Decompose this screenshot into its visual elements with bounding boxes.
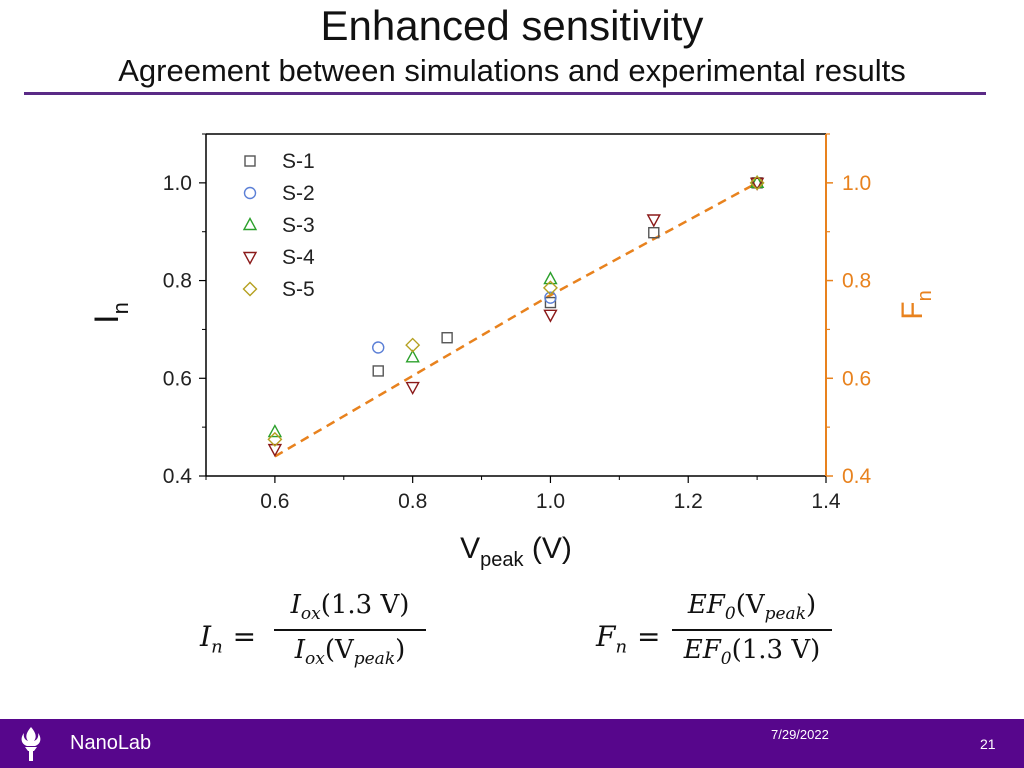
y2-axis-label: Fn bbox=[896, 290, 936, 319]
data-point-s-5 bbox=[405, 337, 421, 353]
legend-label-s-1: S-1 bbox=[282, 150, 315, 173]
y-tick-label: 0.8 bbox=[163, 270, 192, 293]
slide-title: Enhanced sensitivity bbox=[320, 2, 704, 49]
slide-subtitle: Agreement between simulations and experi… bbox=[118, 53, 906, 88]
fn-num-var: EF bbox=[687, 590, 725, 620]
fn-equation-lhs: Fn = bbox=[596, 620, 661, 658]
torch-logo-icon bbox=[21, 727, 41, 761]
data-point-s-3 bbox=[543, 271, 558, 285]
footer-date: 7/29/2022 bbox=[771, 727, 829, 742]
legend-label-s-3: S-3 bbox=[282, 214, 315, 237]
fn-denominator: EF0(1.3 V) bbox=[672, 637, 832, 668]
in-den-arg-sub: peak bbox=[353, 648, 396, 669]
x-tick-label: 0.6 bbox=[260, 490, 289, 513]
data-point-s-4 bbox=[543, 309, 558, 323]
y2-tick-label: 0.8 bbox=[842, 270, 871, 293]
in-equals: = bbox=[232, 620, 257, 653]
data-point-s-3 bbox=[405, 349, 420, 363]
y-tick-label: 1.0 bbox=[163, 172, 192, 195]
fn-equation: Fn = EF0(Vpeak) EF0(1.3 V) bbox=[596, 592, 846, 692]
legend-label-s-4: S-4 bbox=[282, 246, 315, 269]
in-fraction-bar bbox=[274, 629, 426, 631]
y-tick-label: 0.6 bbox=[163, 367, 192, 390]
x-tick-label: 0.8 bbox=[398, 490, 427, 513]
in-lhs-sub: n bbox=[211, 636, 223, 658]
fn-num-arg-open: (V bbox=[735, 590, 765, 620]
footer-brand: NanoLab bbox=[70, 732, 152, 754]
y2-tick-label: 0.4 bbox=[842, 465, 872, 488]
fn-den-sub: 0 bbox=[720, 648, 732, 669]
y2-tick-label: 0.6 bbox=[842, 367, 871, 390]
data-point-s-3 bbox=[749, 174, 765, 189]
data-point-s-2 bbox=[372, 341, 385, 354]
fn-numerator: EF0(Vpeak) bbox=[672, 592, 832, 623]
x-axis-label: Vpeak (V) bbox=[460, 532, 572, 571]
legend-label-s-5: S-5 bbox=[282, 278, 315, 301]
data-point-s-4 bbox=[646, 214, 661, 228]
in-equation: In = Iox(1.3 V) Iox(Vpeak) bbox=[200, 592, 440, 692]
data-point-s-4 bbox=[267, 443, 283, 458]
y2-tick-label: 1.0 bbox=[842, 172, 871, 195]
fn-fraction: EF0(Vpeak) EF0(1.3 V) bbox=[672, 592, 832, 668]
y-axis-label: In bbox=[88, 302, 133, 324]
in-lhs-var: I bbox=[200, 620, 212, 653]
legend-marker-s-4 bbox=[242, 251, 258, 265]
legend-label-s-2: S-2 bbox=[282, 182, 315, 205]
fn-num-arg-close: ) bbox=[806, 590, 817, 620]
in-num-sub: ox bbox=[300, 604, 321, 625]
data-point-s-3 bbox=[267, 424, 283, 438]
legend-marker-s-1 bbox=[244, 155, 256, 167]
page-number: 21 bbox=[980, 736, 996, 752]
data-point-s-4 bbox=[405, 381, 420, 396]
data-point-s-1 bbox=[648, 226, 660, 239]
in-denominator: Iox(Vpeak) bbox=[274, 637, 426, 668]
data-point-s-5 bbox=[542, 280, 558, 296]
data-point-s-1 bbox=[544, 296, 557, 309]
x-tick-label: 1.4 bbox=[811, 490, 841, 513]
fn-num-arg-sub: peak bbox=[764, 604, 806, 625]
fn-den-var: EF bbox=[683, 634, 721, 665]
legend-marker-s-2 bbox=[243, 186, 257, 200]
fit-line bbox=[274, 181, 758, 458]
data-point-s-4 bbox=[749, 177, 765, 191]
fn-lhs-var: F bbox=[596, 620, 616, 653]
legend-marker-s-3 bbox=[242, 217, 258, 231]
slide-footer: NanoLab 7/29/2022 21 bbox=[0, 719, 1024, 768]
in-den-sub: ox bbox=[304, 648, 325, 669]
data-point-s-1 bbox=[372, 365, 384, 377]
y-tick-label: 0.4 bbox=[163, 465, 193, 488]
fn-num-sub: 0 bbox=[724, 604, 736, 625]
in-num-arg: (1.3 V) bbox=[320, 590, 410, 620]
title-divider bbox=[24, 92, 986, 95]
x-tick-label: 1.2 bbox=[674, 490, 703, 513]
legend-marker-s-5 bbox=[242, 281, 258, 297]
fn-fraction-bar bbox=[672, 629, 832, 631]
data-point-s-5 bbox=[749, 175, 765, 191]
in-fraction: Iox(1.3 V) Iox(Vpeak) bbox=[274, 592, 426, 668]
data-point-s-5 bbox=[267, 431, 283, 447]
data-point-s-2 bbox=[544, 291, 557, 304]
x-tick-label: 1.0 bbox=[536, 490, 565, 513]
in-numerator: Iox(1.3 V) bbox=[274, 592, 426, 623]
in-den-arg-close: ) bbox=[395, 634, 406, 665]
in-den-arg-open: (V bbox=[324, 634, 354, 665]
in-num-var: I bbox=[290, 590, 301, 620]
in-equation-lhs: In = bbox=[200, 620, 256, 658]
in-den-var: I bbox=[294, 634, 305, 665]
scatter-chart: S-1S-2S-3S-4S-5 0.6 0.8 1.0 1.2 1.40.40.60.8… bbox=[88, 133, 936, 571]
fn-equals: = bbox=[637, 620, 661, 653]
fn-den-arg: (1.3 V) bbox=[731, 634, 821, 665]
data-point-s-1 bbox=[441, 332, 453, 344]
fn-lhs-sub: n bbox=[615, 636, 628, 658]
